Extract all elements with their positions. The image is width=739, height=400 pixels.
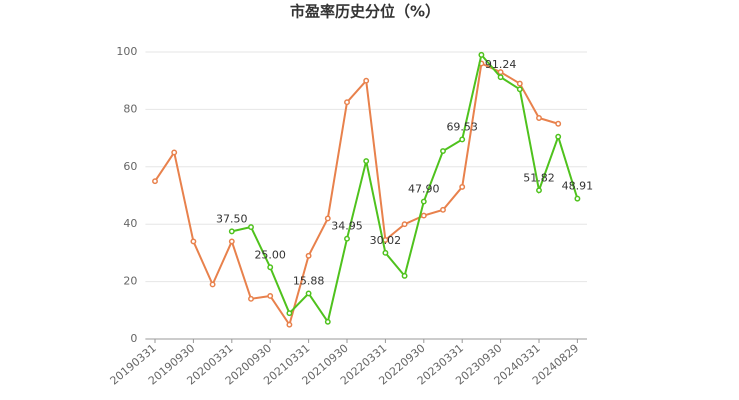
data-point [459,183,466,190]
data-point [516,80,523,87]
data-label: 25.00 [254,248,286,261]
data-point [228,228,235,235]
data-point [420,198,427,205]
data-point [420,212,427,219]
data-label: 15.88 [293,274,325,287]
data-point [152,178,158,185]
data-point [286,310,293,317]
data-point [344,235,350,242]
data-point [382,249,389,256]
data-label: 30.02 [370,234,402,247]
data-point [363,77,370,84]
y-tick-label: 0 [130,332,137,345]
data-point [267,264,274,271]
data-point [516,86,523,93]
data-point [267,293,274,299]
data-point [536,187,542,194]
y-tick-label: 20 [123,275,137,288]
data-point [209,281,216,288]
data-point [324,215,331,222]
data-point [401,221,408,228]
data-point [536,115,542,121]
data-point [305,290,312,297]
chart-title: 市盈率历史分位（%） [290,3,440,21]
data-label: 37.50 [216,212,248,225]
data-point [497,74,504,81]
data-point [459,136,466,143]
data-point [171,149,178,156]
data-point [248,295,254,302]
y-tick-label: 80 [123,102,137,115]
data-label: 91.24 [485,58,517,71]
data-point [555,133,562,140]
y-tick-label: 60 [123,160,137,173]
data-point [574,195,581,202]
series-line [154,62,559,328]
data-point [248,224,254,231]
data-point [228,238,235,245]
data-label: 34.95 [331,220,363,233]
data-label: 47.90 [408,183,440,196]
y-tick-label: 100 [116,45,137,58]
data-label: 48.91 [562,180,594,193]
data-point [440,206,446,213]
data-point [440,148,446,154]
data-point [344,99,350,106]
data-point [286,321,293,328]
data-label: 51.82 [523,171,555,184]
y-tick-label: 40 [123,217,137,230]
data-point [190,238,197,245]
data-point [401,272,408,279]
data-point [305,252,312,259]
data-point [478,51,485,58]
data-point [555,120,562,127]
data-label: 69.53 [446,120,478,133]
data-point [324,318,331,325]
data-point [363,158,370,165]
